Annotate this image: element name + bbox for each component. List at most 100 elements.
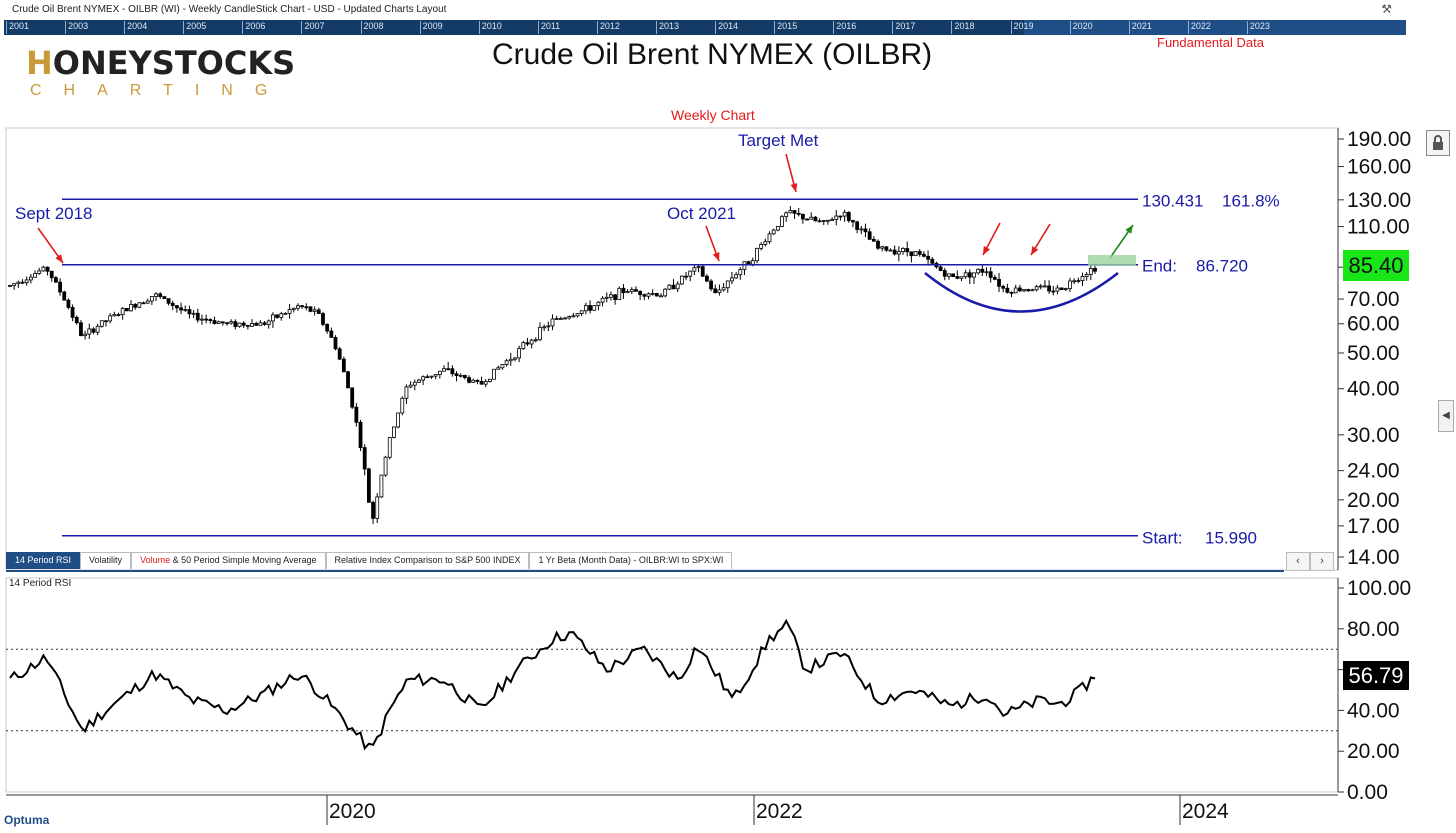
tab-prev-button[interactable]: ‹ xyxy=(1286,552,1310,571)
weekly-chart-label: Weekly Chart xyxy=(671,107,755,123)
candle xyxy=(763,241,768,245)
candle xyxy=(817,220,822,223)
timeline-year: 2015 xyxy=(774,21,797,34)
candle xyxy=(24,279,29,283)
candle xyxy=(492,368,496,380)
candle xyxy=(513,357,517,360)
rsi-axis-label: 100.00 xyxy=(1347,577,1411,600)
candle xyxy=(905,248,910,253)
candle xyxy=(788,210,793,214)
candle xyxy=(955,276,960,279)
candle xyxy=(922,253,926,257)
candle xyxy=(175,305,179,309)
candle xyxy=(195,312,200,321)
candle xyxy=(120,307,125,315)
candle xyxy=(575,313,580,317)
candle xyxy=(679,275,684,285)
candle xyxy=(659,295,663,298)
candle xyxy=(997,278,1001,287)
end-value-label: 86.720 xyxy=(1196,257,1248,276)
timeline-year: 2004 xyxy=(124,21,147,34)
price-axis-label: 110.00 xyxy=(1347,216,1410,239)
arrow-1-head xyxy=(983,246,990,255)
candle xyxy=(141,302,146,305)
candle xyxy=(959,276,964,279)
candle xyxy=(930,258,935,264)
candle xyxy=(1005,287,1010,293)
candle xyxy=(1047,285,1051,292)
start-value-label: 15.990 xyxy=(1205,529,1257,548)
candle xyxy=(604,296,609,299)
price-axis-label: 17.00 xyxy=(1347,515,1400,538)
candle xyxy=(149,296,154,302)
candle xyxy=(321,313,325,325)
candle xyxy=(341,358,346,373)
collapse-panel-icon[interactable]: ◀ xyxy=(1438,400,1454,432)
fib-pct-label: 161.8% xyxy=(1222,191,1280,210)
candle xyxy=(554,318,559,320)
tab-beta[interactable]: 1 Yr Beta (Month Data) - OILBR:WI to SPX… xyxy=(529,552,733,569)
candle xyxy=(579,310,584,314)
candle xyxy=(859,228,864,231)
timeline-selection[interactable] xyxy=(4,20,1024,35)
candle xyxy=(283,312,288,315)
candle xyxy=(379,474,384,498)
candle xyxy=(717,289,722,294)
candle xyxy=(183,309,188,312)
candle xyxy=(521,342,526,350)
tab-volume[interactable]: Volume & 50 Period Simple Moving Average xyxy=(131,552,326,569)
timeline-year: 2019 xyxy=(1010,21,1034,34)
candle xyxy=(967,272,972,278)
lock-icon[interactable] xyxy=(1426,130,1450,156)
candle xyxy=(83,333,88,337)
candle xyxy=(250,323,254,327)
candle xyxy=(350,387,355,408)
candle xyxy=(671,284,676,290)
candle xyxy=(617,287,622,301)
tab-next-button[interactable]: › xyxy=(1310,552,1334,571)
candle xyxy=(884,246,889,251)
candle xyxy=(600,297,605,303)
timeline-year: 2023 xyxy=(1246,21,1270,34)
candle xyxy=(387,436,392,458)
candle xyxy=(79,322,83,337)
candle xyxy=(730,277,734,282)
target-zone-box xyxy=(1088,255,1136,266)
rsi-axis-label: 40.00 xyxy=(1347,699,1400,722)
candle xyxy=(517,348,522,359)
candle xyxy=(767,233,772,243)
x-axis-label: 2022 xyxy=(756,800,803,823)
fundamental-data-link[interactable]: Fundamental Data xyxy=(1157,35,1264,50)
candle xyxy=(646,293,651,297)
price-axis-label: 50.00 xyxy=(1347,342,1400,365)
candle xyxy=(567,316,572,319)
timeline-navigator[interactable]: 2001 2003 2004 2005 2006 2007 2008 2009 2010 2011… xyxy=(4,20,1406,35)
candle xyxy=(133,304,138,308)
candle xyxy=(446,368,451,371)
candle xyxy=(629,289,634,292)
candle xyxy=(454,373,459,377)
candle xyxy=(947,273,951,277)
candle xyxy=(771,229,776,235)
tab-rsi[interactable]: 14 Period RSI xyxy=(6,552,81,569)
tab-relative-index[interactable]: Relative Index Comparison to S&P 500 IND… xyxy=(325,552,530,569)
candle xyxy=(358,421,363,449)
rounded-bottom-arc xyxy=(924,272,1119,313)
candle xyxy=(245,324,250,327)
candle xyxy=(392,426,396,438)
candle xyxy=(116,314,121,316)
candle xyxy=(429,375,434,378)
candle xyxy=(108,315,113,322)
rsi-panel-label: 14 Period RSI xyxy=(9,578,72,589)
candle xyxy=(838,215,843,218)
candle xyxy=(62,291,67,301)
candle xyxy=(1080,276,1085,281)
candle xyxy=(684,275,688,278)
candle xyxy=(888,249,893,252)
candle xyxy=(667,284,672,290)
tab-volatility[interactable]: Volatility xyxy=(80,552,132,569)
candle xyxy=(362,447,367,470)
pin-icon[interactable]: ⚒ xyxy=(1381,2,1392,16)
price-axis-label: 130.00 xyxy=(1347,189,1411,212)
